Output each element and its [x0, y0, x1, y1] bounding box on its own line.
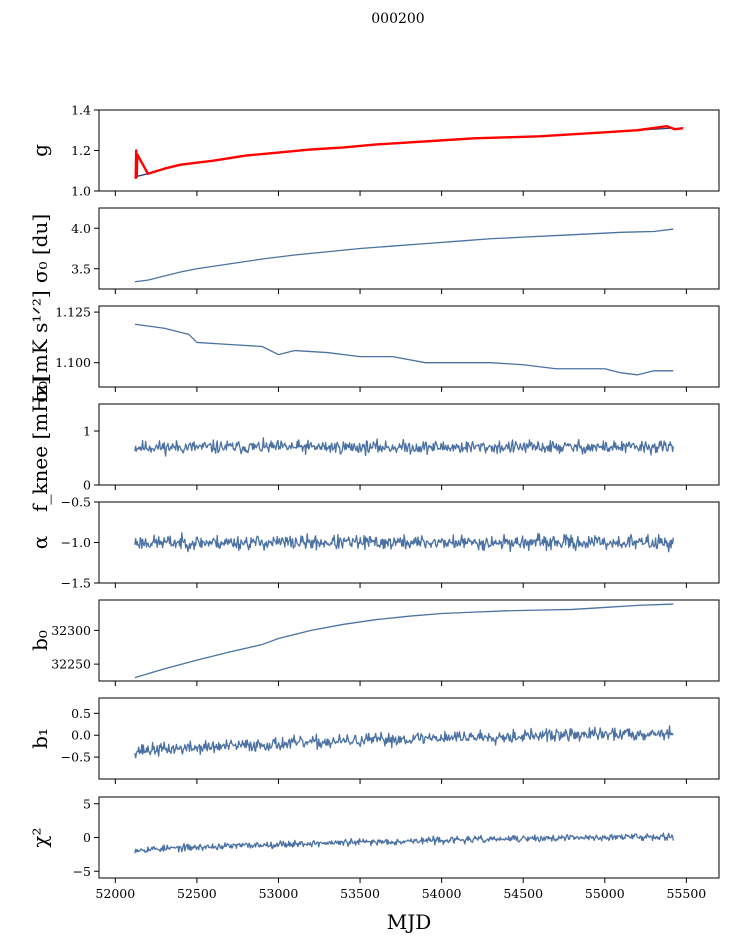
axes-frame	[98, 599, 720, 682]
y-axis-label: χ²	[28, 827, 52, 847]
series-line	[134, 125, 684, 179]
axes-frame	[98, 697, 720, 780]
y-tick-label: −0.5	[61, 750, 91, 765]
y-tick-label: 3.5	[71, 261, 91, 276]
y-axis-label: σ₀[mK s¹ᐟ²]	[28, 290, 52, 402]
panel-8: −5 0 5 52000 52500 53000 53500 54000 54500 55000 5…	[28, 796, 720, 901]
x-tick-label: 52000	[95, 886, 135, 901]
y-tick-label: −1.5	[61, 576, 91, 591]
axes-frame	[98, 109, 720, 192]
series-line	[134, 603, 674, 679]
figure-title: 000200	[371, 11, 424, 27]
y-axis-label: f_knee [mHz]	[28, 377, 52, 512]
y-tick-label: 32250	[51, 657, 91, 672]
axes-frame	[98, 207, 720, 290]
x-tick-label: 52500	[177, 886, 217, 901]
y-tick-label: 0	[83, 478, 91, 493]
x-axis-label: MJD	[387, 910, 432, 934]
axes-frame	[98, 403, 720, 486]
y-tick-label: 1.4	[71, 103, 91, 118]
y-tick-label: 0	[83, 830, 91, 845]
series-line	[134, 532, 674, 553]
y-axis-label: σ₀ [du]	[28, 214, 52, 283]
x-tick-label: 53000	[259, 886, 299, 901]
panel-2: 3.5 4.0 σ₀ [du]	[28, 207, 720, 294]
axes-frame	[98, 305, 720, 388]
y-tick-label: 1.100	[55, 355, 91, 370]
series-line	[134, 228, 674, 283]
panel-1: 1.0 1.2 1.4 g	[28, 103, 720, 199]
y-axis-label: b₀	[28, 630, 52, 651]
y-tick-label: 0.0	[71, 728, 91, 743]
y-tick-label: 4.0	[71, 221, 91, 236]
x-tick-label: 53500	[340, 886, 380, 901]
x-tick-label: 55500	[666, 886, 706, 901]
x-tick-label: 55000	[585, 886, 625, 901]
y-tick-label: 1.2	[71, 143, 91, 158]
y-tick-label: −0.5	[61, 495, 91, 510]
panel-4: 0 1 f_knee [mHz]	[28, 377, 720, 512]
panel-7: −0.5 0.0 0.5 b₁	[28, 697, 720, 784]
series-line	[134, 437, 674, 457]
y-axis-label: g	[28, 144, 52, 157]
panel-5: −1.5 −1.0 −0.5 α	[28, 495, 720, 591]
y-tick-label: −1.0	[61, 535, 91, 550]
y-axis-label: α	[28, 536, 52, 550]
series-line	[134, 323, 674, 376]
series-line	[134, 725, 674, 759]
y-tick-label: −5	[73, 864, 91, 879]
y-tick-label: 0.5	[71, 706, 91, 721]
y-tick-label: 1	[83, 424, 91, 439]
axes-frame	[98, 796, 720, 879]
y-axis-label: b₁	[28, 728, 52, 749]
y-tick-label: 32300	[51, 623, 91, 638]
y-tick-label: 1.125	[55, 305, 91, 320]
x-tick-label: 54500	[503, 886, 543, 901]
x-tick-label: 54000	[422, 886, 462, 901]
y-tick-label: 5	[83, 796, 91, 811]
series-line	[134, 127, 671, 178]
y-tick-label: 1.0	[71, 184, 91, 199]
series-line	[134, 832, 674, 854]
